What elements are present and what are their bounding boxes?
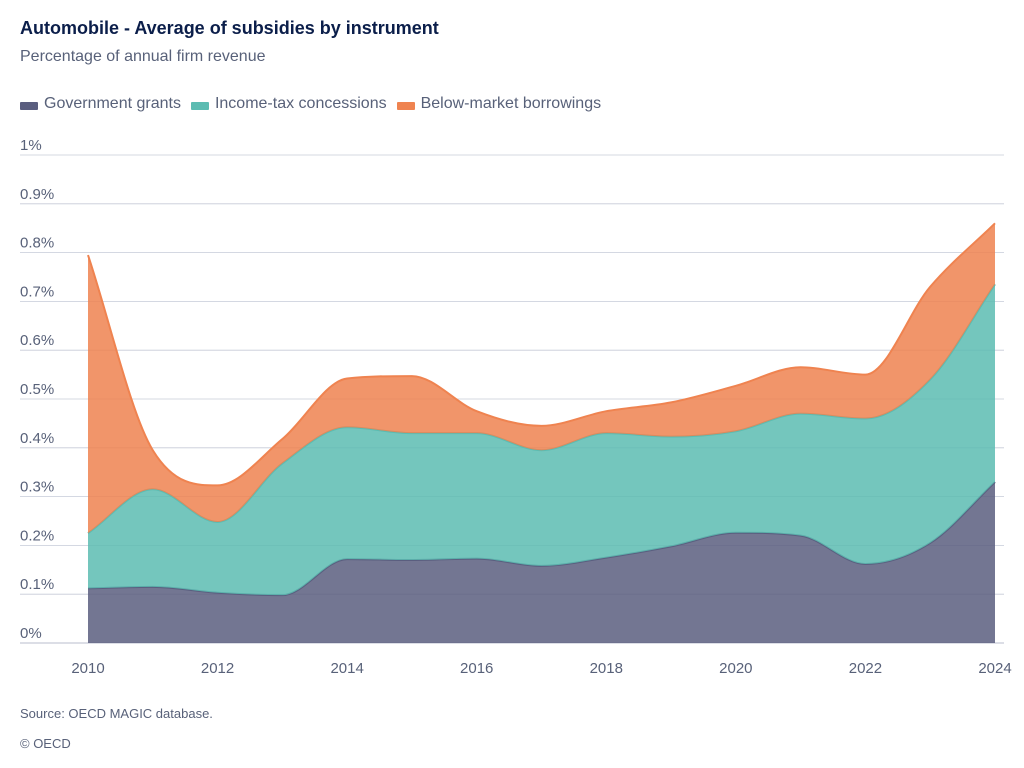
y-tick-label: 0.9% <box>20 186 54 203</box>
chart-subtitle: Percentage of annual firm revenue <box>20 48 266 65</box>
y-tick-label: 0.1% <box>20 576 54 593</box>
area-chart: 0% 0.1% 0.2% 0.3% 0.4% 0.5% 0.6% 0.7% 0.8% 0.9% 1%… <box>20 137 1012 677</box>
x-tick-label: 2012 <box>201 660 234 677</box>
chart-legend: Government grants Income-tax concessions… <box>20 95 601 113</box>
source-note: Source: OECD MAGIC database. <box>20 706 213 721</box>
y-tick-label: 0.4% <box>20 430 54 447</box>
x-tick-label: 2010 <box>71 660 104 677</box>
copyright-note: © OECD <box>20 736 71 751</box>
legend-item-government-grants[interactable]: Government grants <box>20 95 181 113</box>
y-tick-label: 0.3% <box>20 479 54 496</box>
y-axis-ticks: 0% 0.1% 0.2% 0.3% 0.4% 0.5% 0.6% 0.7% 0.8% 0.9% 1% <box>20 137 54 642</box>
area-below-market-borrowings[interactable] <box>88 223 995 534</box>
y-tick-label: 1% <box>20 137 42 154</box>
x-tick-label: 2018 <box>590 660 623 677</box>
x-tick-label: 2024 <box>978 660 1011 677</box>
legend-label-government-grants: Government grants <box>44 95 181 112</box>
legend-label-below-market-borrowings: Below-market borrowings <box>420 95 602 112</box>
y-tick-label: 0% <box>20 625 42 642</box>
legend-label-income-tax-concessions: Income-tax concessions <box>214 95 387 112</box>
y-tick-label: 0.2% <box>20 527 54 544</box>
x-tick-label: 2016 <box>460 660 493 677</box>
y-tick-label: 0.7% <box>20 283 54 300</box>
x-tick-label: 2020 <box>719 660 752 677</box>
legend-swatch-income-tax-concessions <box>190 102 209 110</box>
chart-title: Automobile - Average of subsidies by ins… <box>20 18 439 38</box>
legend-swatch-government-grants <box>20 102 38 110</box>
y-tick-label: 0.5% <box>20 381 54 398</box>
x-tick-label: 2022 <box>849 660 882 677</box>
legend-item-income-tax-concessions[interactable]: Income-tax concessions <box>190 95 387 113</box>
series-areas <box>87 222 996 643</box>
legend-swatch-below-market-borrowings <box>396 102 415 110</box>
area-government-grants[interactable] <box>88 481 995 643</box>
line-below-market-borrowings <box>87 222 996 487</box>
area-income-tax-concessions[interactable] <box>88 284 995 596</box>
y-tick-label: 0.6% <box>20 332 54 349</box>
x-axis-ticks: 2010 2012 2014 2016 2018 2020 2022 2024 <box>71 660 1011 677</box>
x-tick-label: 2014 <box>330 660 363 677</box>
legend-item-below-market-borrowings[interactable]: Below-market borrowings <box>396 95 602 113</box>
y-tick-label: 0.8% <box>20 235 54 252</box>
